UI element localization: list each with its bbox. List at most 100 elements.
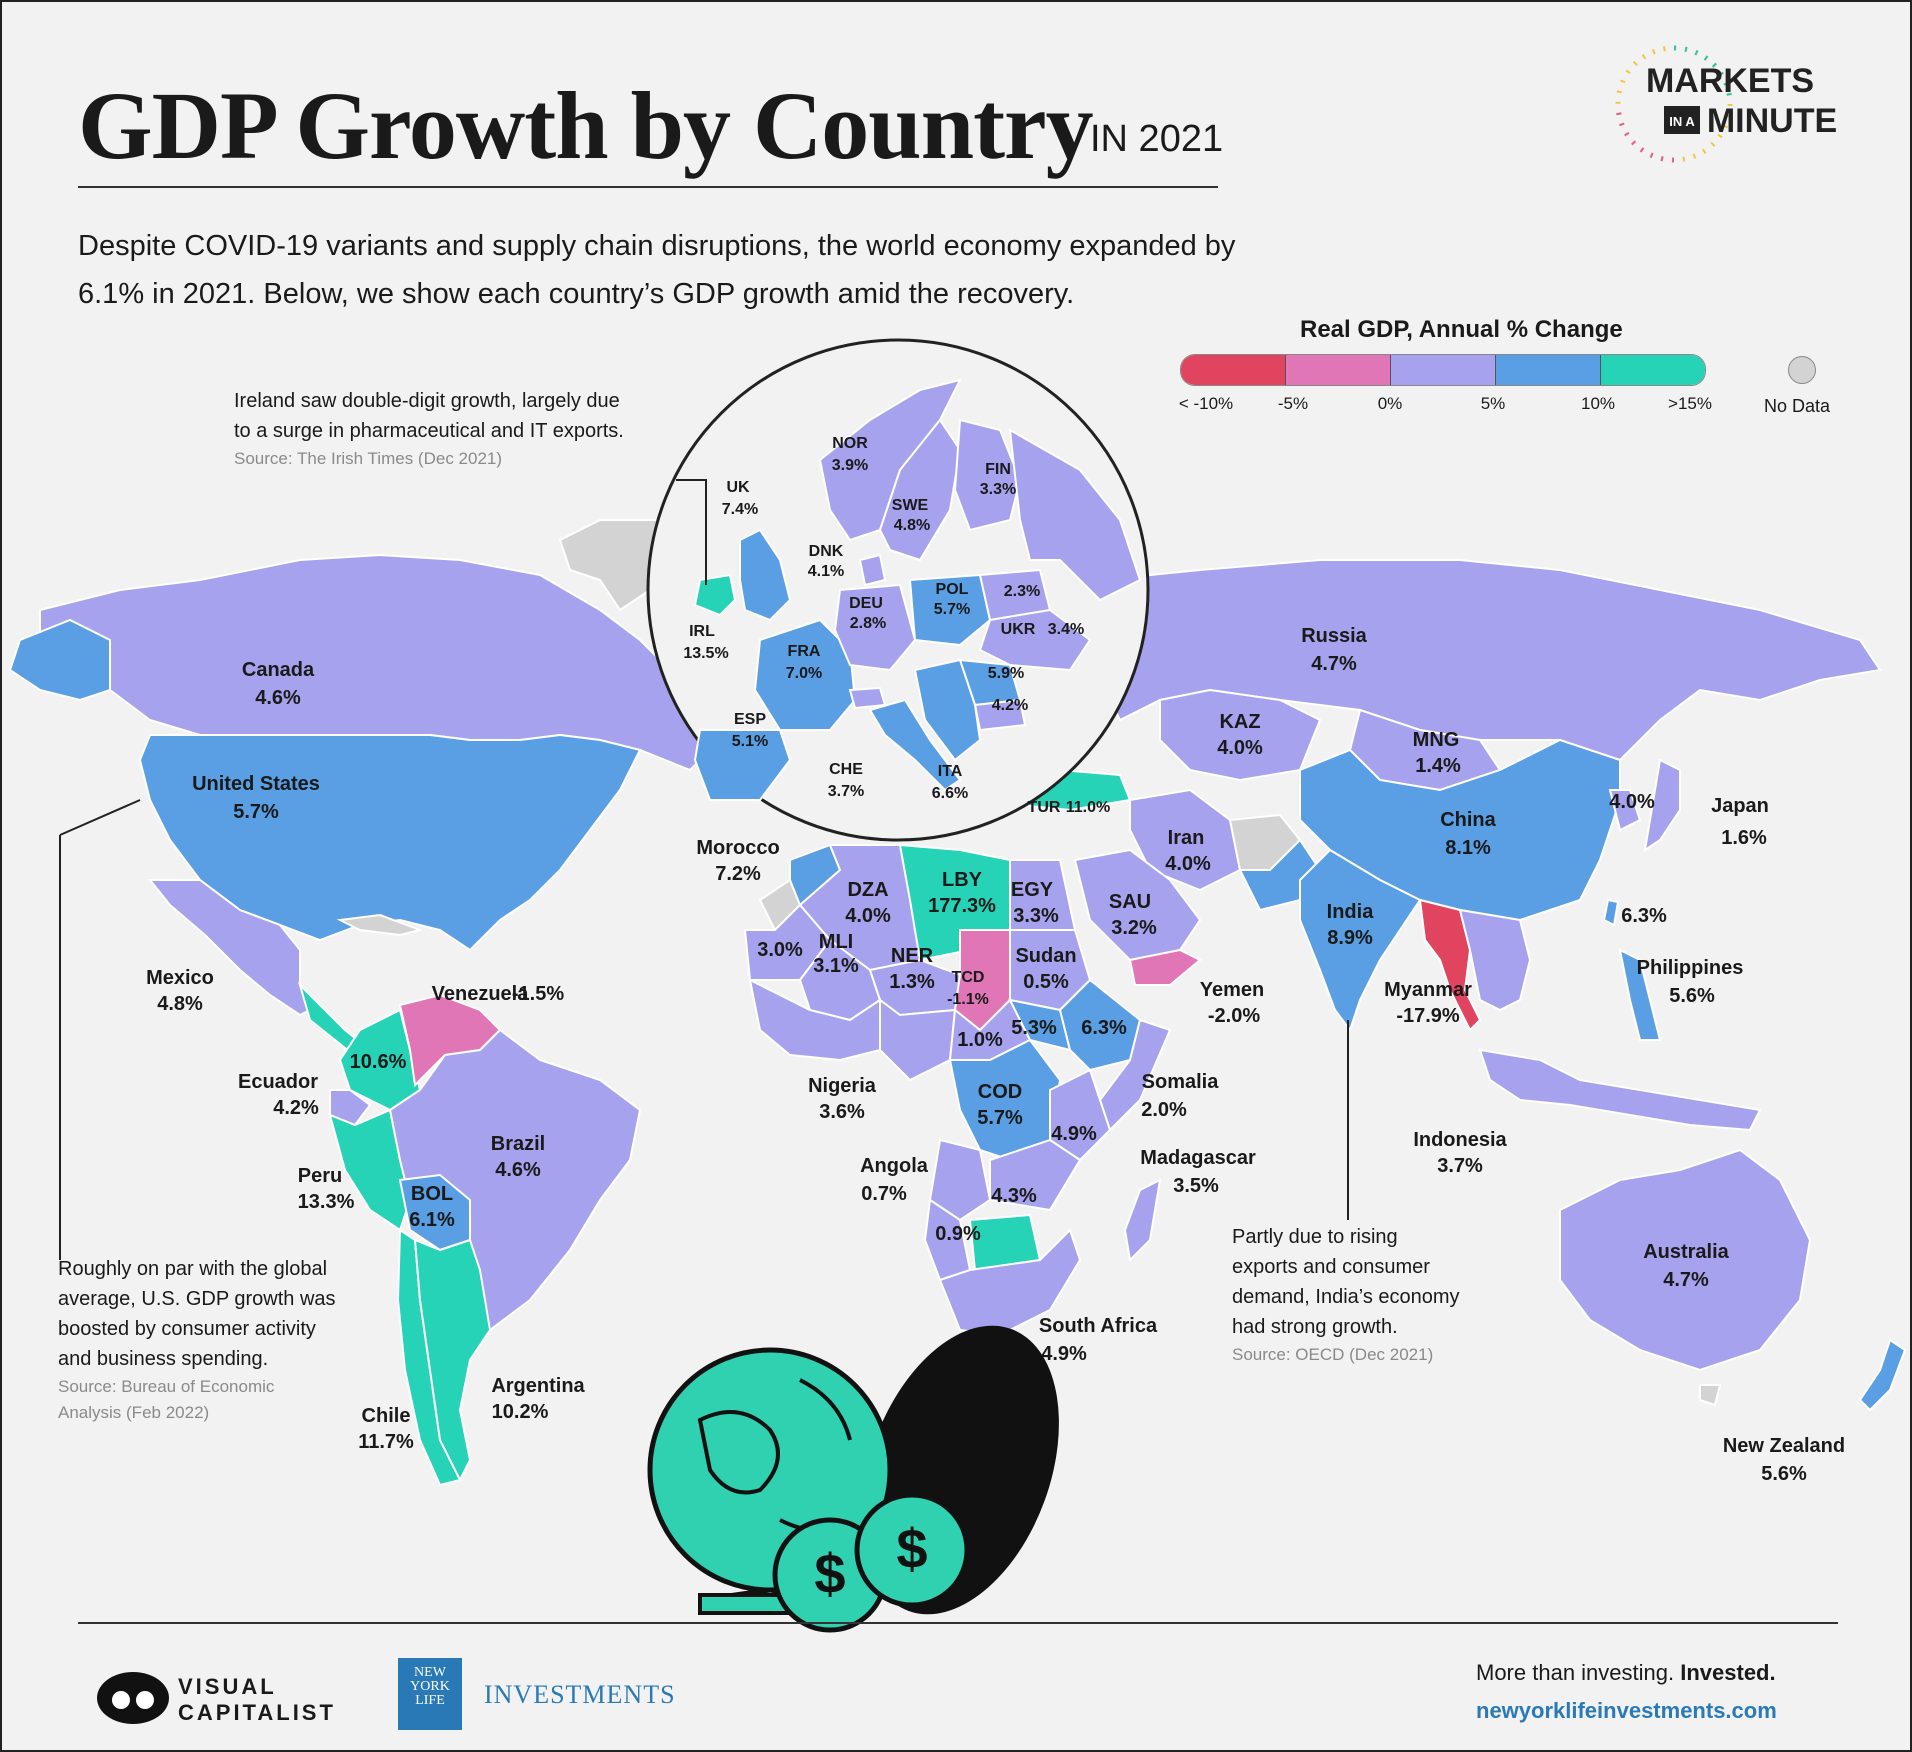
growth-value: 0.7% — [861, 1183, 907, 1205]
us-note-line: Roughly on par with the global — [58, 1258, 328, 1280]
spain-shape — [693, 729, 792, 801]
country-name: Philippines — [1637, 957, 1744, 979]
growth-value: 5.3% — [1011, 1017, 1057, 1039]
visual-capitalist-wordmark: VISUAL CAPITALIST — [178, 1674, 336, 1726]
country-name: ITA — [938, 763, 963, 780]
growth-value: 0.5% — [1023, 971, 1069, 993]
legend-tick: < -10% — [1178, 394, 1234, 413]
tagline: More than investing. Invested. — [1476, 1660, 1776, 1686]
balkans-shape — [913, 658, 982, 762]
country-name: Yemen — [1200, 979, 1264, 1001]
korea-shape — [1608, 789, 1642, 832]
country-name: Ecuador — [238, 1071, 318, 1093]
india-note-line: had strong growth. — [1232, 1316, 1398, 1338]
title-divider — [78, 186, 1218, 188]
us-note-source: Analysis (Feb 2022) — [58, 1403, 210, 1422]
legend-color-scale — [1180, 354, 1706, 386]
growth-value: 1.4% — [1415, 755, 1461, 777]
legend-tick: 0% — [1377, 394, 1403, 413]
growth-value: 5.6% — [1669, 985, 1715, 1007]
growth-value: 3.3% — [1013, 905, 1059, 927]
visual-capitalist-logo — [97, 1672, 169, 1724]
growth-value: 2.0% — [1141, 1099, 1187, 1121]
ireland-note-line: Ireland saw double-digit growth, largely… — [234, 390, 620, 412]
title-year: IN 2021 — [1090, 118, 1224, 160]
growth-value: 4.7% — [1311, 653, 1357, 675]
denmark-shape — [858, 553, 887, 587]
growth-value: 8.1% — [1445, 837, 1491, 859]
country-name: ESP — [734, 711, 766, 728]
growth-value: 4.0% — [1217, 737, 1263, 759]
logo-ring-pink — [1615, 103, 1675, 163]
legend-swatch — [1286, 355, 1391, 385]
growth-value: 3.6% — [819, 1101, 865, 1123]
country-name: POL — [936, 581, 969, 598]
growth-value: -2.0% — [1208, 1005, 1260, 1027]
logo-in-a-box — [1664, 106, 1700, 134]
growth-value: 3.7% — [1437, 1155, 1483, 1177]
country-name: Canada — [242, 659, 315, 681]
growth-value: 0.9% — [935, 1223, 981, 1245]
country-name: Morocco — [696, 837, 779, 859]
canada-shape — [39, 553, 722, 772]
growth-value: 2.8% — [850, 615, 886, 632]
globe-continent — [697, 1410, 780, 1495]
growth-value: 8.9% — [1327, 927, 1373, 949]
growth-value: 4.1% — [808, 563, 844, 580]
alaska-shape — [8, 618, 111, 702]
country-name: Angola — [860, 1155, 929, 1177]
us-note-line: and business spending. — [58, 1348, 269, 1370]
coin-icon — [854, 1492, 970, 1608]
growth-value: 3.2% — [1111, 917, 1157, 939]
footer-divider — [78, 1622, 1838, 1624]
growth-value: 11.0% — [1066, 799, 1110, 816]
legend-tick: 10% — [1580, 394, 1616, 413]
philippines-shape — [1618, 948, 1662, 1041]
website-link[interactable]: newyorklifeinvestments.com — [1476, 1698, 1777, 1723]
country-name: EGY — [1011, 879, 1054, 901]
growth-value: 11.7% — [358, 1431, 414, 1453]
growth-value: 4.2% — [992, 697, 1028, 714]
growth-value: 5.6% — [1761, 1463, 1807, 1485]
kazakhstan-shape — [1159, 688, 1322, 782]
page-title: GDP Growth by Country — [78, 72, 1094, 179]
growth-value: 13.5% — [683, 645, 728, 662]
growth-value: 3.0% — [757, 939, 803, 961]
country-name: New Zealand — [1723, 1435, 1845, 1457]
country-name: NER — [891, 945, 934, 967]
growth-value: 5.7% — [977, 1107, 1023, 1129]
india-note-line: exports and consumer — [1232, 1256, 1430, 1278]
poland-shape — [908, 573, 992, 647]
country-name: DNK — [809, 543, 844, 560]
publisher-line: CAPITALIST — [178, 1700, 336, 1725]
country-name: FRA — [788, 643, 821, 660]
tagline-bold: Invested. — [1680, 1660, 1776, 1685]
growth-value: 177.3% — [928, 895, 996, 917]
growth-value: 13.3% — [298, 1191, 355, 1213]
finland-shape — [953, 418, 1022, 532]
tagline-plain: More than investing. — [1476, 1660, 1675, 1685]
growth-value: 3.5% — [1173, 1175, 1219, 1197]
country-name: China — [1440, 809, 1496, 831]
country-name: DZA — [847, 879, 888, 901]
country-name: Australia — [1643, 1241, 1729, 1263]
globe-continent — [799, 1378, 852, 1441]
switzerland-shape — [848, 686, 887, 710]
yemen-shape — [1128, 948, 1202, 986]
growth-value: 6.3% — [1621, 905, 1667, 927]
country-name: Nigeria — [808, 1075, 877, 1097]
angola-shape — [928, 1138, 992, 1222]
russia-inset-shape — [1008, 428, 1142, 602]
ireland-note: Ireland saw double-digit growth, largely… — [234, 386, 714, 472]
us-leader-line-tip — [59, 799, 141, 836]
country-name: COD — [978, 1081, 1022, 1103]
uk-shape — [739, 528, 792, 622]
growth-value: 3.9% — [832, 457, 868, 474]
country-name: MLI — [819, 931, 853, 953]
country-name: CHE — [829, 761, 863, 778]
new-york-life-logo: NEW YORK LIFE — [398, 1658, 462, 1730]
india-shape — [1299, 848, 1422, 1033]
india-note: Partly due to rising exports and consume… — [1232, 1222, 1512, 1368]
growth-value: 4.9% — [1051, 1123, 1097, 1145]
us-note-source: Source: Bureau of Economic — [58, 1377, 275, 1396]
